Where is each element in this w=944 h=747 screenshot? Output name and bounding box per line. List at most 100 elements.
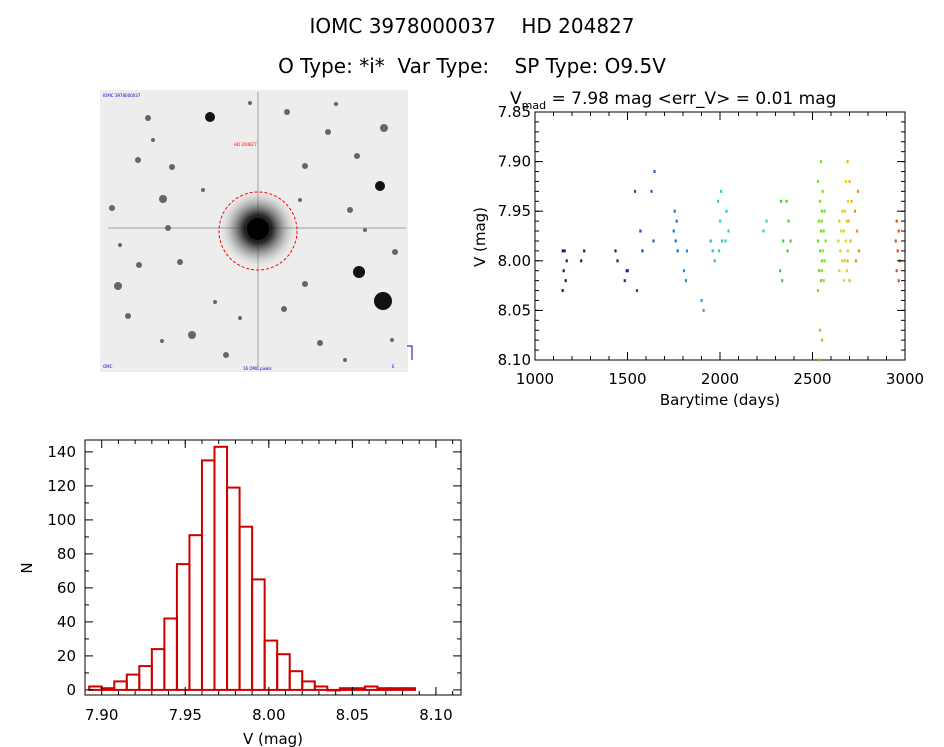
lc-point [780,199,783,203]
hist-bar [251,578,266,691]
field-star [169,164,175,170]
field-star [353,266,365,278]
hist-bar [276,653,291,691]
hist-bar [313,685,329,691]
lc-point [676,249,679,253]
hist-ytick-label: 60 [57,579,76,597]
lc-point [711,249,714,253]
hist-xtick-label: 8.10 [419,706,452,724]
hist-bar [388,687,404,691]
lc-ytick-label: 7.85 [498,103,531,121]
lc-point [849,239,852,243]
lc-point [824,239,827,243]
lc-point [639,229,642,233]
lc-point [635,289,639,293]
lc-point [650,189,653,193]
lc-point [819,279,823,283]
hist-bar [326,688,341,692]
hist-ytick-label: 40 [57,613,76,631]
lc-point [717,199,720,203]
lc-point [819,229,823,233]
lc-point [846,259,849,263]
lc-point [820,269,823,273]
field-star [109,205,115,211]
field-star [118,243,122,247]
image-corner-label: OMC [103,364,113,369]
lc-point [616,259,619,263]
lc-point [727,229,730,233]
field-star [136,262,142,268]
lc-point [674,239,677,243]
field-star [213,300,217,304]
lc-point [816,239,820,243]
lc-point [580,259,583,263]
field-star [188,331,196,339]
field-star [302,281,308,287]
histogram-xlabel: V (mag) [243,730,303,747]
lc-point [713,259,716,263]
light-curve-xlabel: Barytime (days) [660,391,780,409]
lc-point [895,219,898,223]
object-types: O Type: *i* Var Type: SP Type: O9.5V [278,54,666,78]
lc-point [623,279,626,283]
image-scale-label: 16 OMC pixels [243,366,272,371]
lc-point [844,239,847,243]
hist-bar [376,687,391,691]
field-star [165,225,171,231]
field-star [298,198,302,202]
lc-point [682,269,686,273]
lc-point [816,289,820,293]
lc-point [897,279,900,283]
lc-point [653,170,656,174]
field-star [125,313,131,319]
lc-point [823,259,826,263]
field-star [343,358,347,362]
field-star [151,138,155,142]
lc-point [855,229,859,233]
lc-point [672,229,675,233]
lc-point [841,209,844,213]
lc-point [652,239,655,243]
lc-point [719,219,722,223]
lc-point [821,189,824,193]
field-star [160,339,164,343]
histogram-chart: 7.90 7.95 8.00 8.05 8.10 0 20 40 60 80 100 120 140 V… [18,439,462,747]
target-circle [218,191,298,271]
lc-point [561,249,564,253]
lc-point [820,338,824,342]
lc-point [845,269,848,273]
lc-point [720,189,723,193]
field-star [281,306,287,312]
field-star [248,101,252,105]
light-curve-frame [534,111,906,361]
lc-point [633,189,637,193]
lc-point [838,269,841,273]
lc-point [765,219,768,223]
image-east-label: E [392,364,395,369]
lc-point [724,239,727,243]
hist-bar [363,685,379,691]
lc-ytick-label: 8.10 [498,351,531,369]
field-star [302,163,308,169]
lc-point [819,160,823,164]
lc-point [816,179,820,183]
hist-bar [238,525,254,691]
lc-point [823,209,826,213]
hist-bar [138,665,153,691]
hist-bar [351,687,366,691]
lc-xtick-label: 1000 [516,370,554,388]
field-star [145,115,151,121]
hist-bar [100,687,116,691]
lc-point [762,229,765,233]
lc-point [857,249,861,253]
lc-point [846,199,849,203]
hist-xtick-label: 7.90 [85,706,118,724]
lc-point [822,279,825,283]
lc-ytick-label: 8.05 [498,301,531,319]
field-star [375,181,385,191]
hist-ytick-label: 120 [47,477,76,495]
lc-point [895,269,898,273]
field-star [201,188,205,192]
object-title: IOMC 3978000037 HD 204827 [309,14,635,38]
